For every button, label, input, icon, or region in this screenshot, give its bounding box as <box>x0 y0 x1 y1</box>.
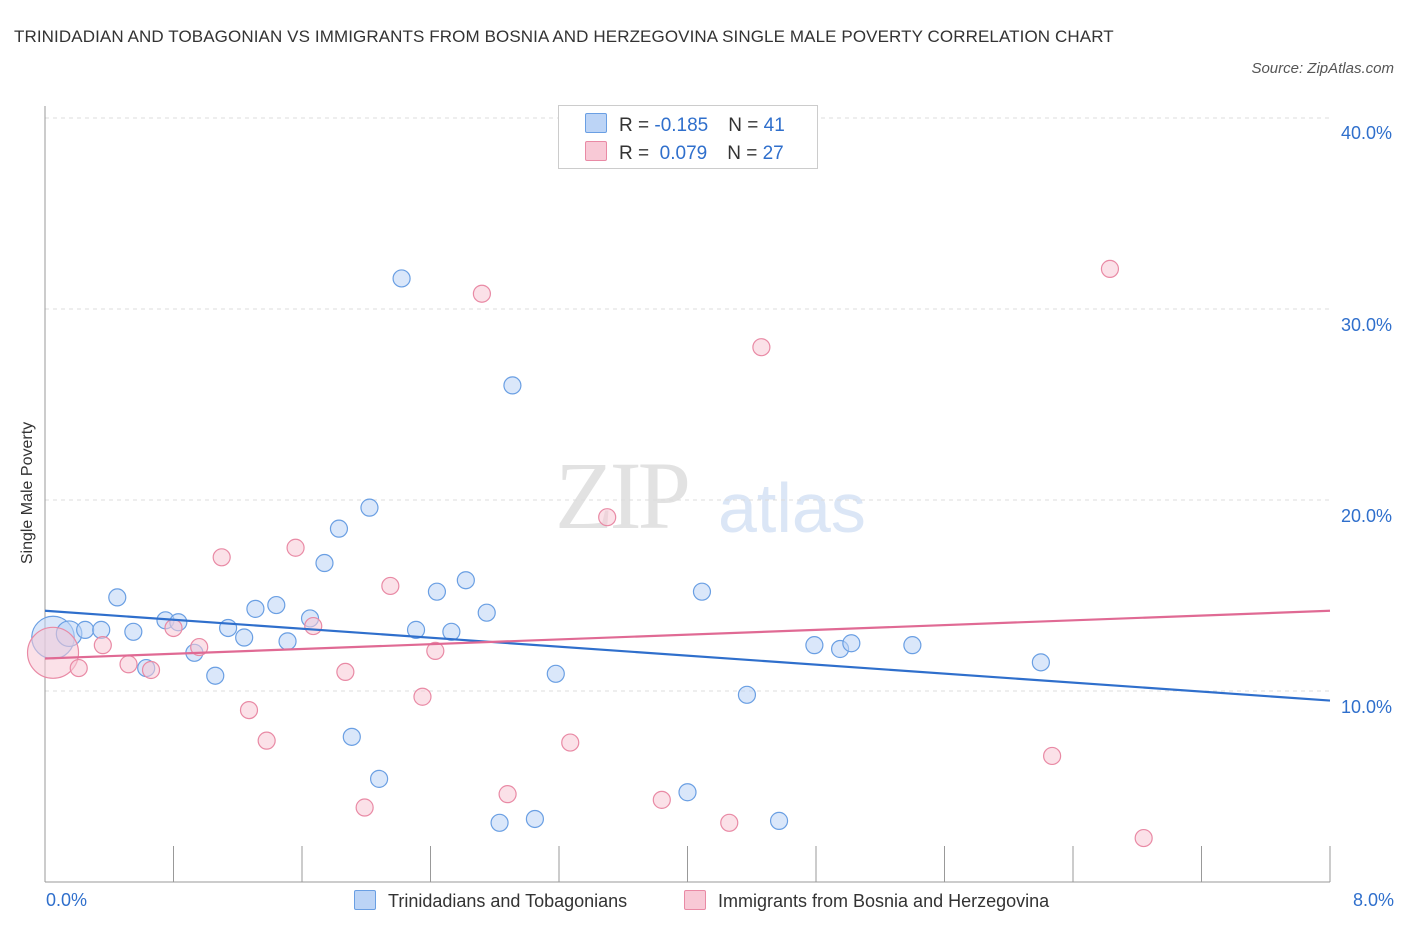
legend-r-value: -0.185 <box>654 115 709 136</box>
data-point-trinidadian <box>503 376 522 395</box>
data-point-bosnian <box>239 700 259 720</box>
blue-square-icon <box>354 890 376 910</box>
data-point-bosnian <box>752 338 771 357</box>
legend-n-value: 27 <box>762 143 784 164</box>
data-point-bosnian <box>720 813 739 832</box>
data-point-bosnian <box>561 733 580 752</box>
source-credit: Source: ZipAtlas.com <box>1251 60 1394 77</box>
data-point-bosnian <box>426 641 445 660</box>
data-point-bosnian <box>164 618 183 638</box>
data-point-bosnian <box>1043 746 1062 766</box>
pink-swatch-icon <box>585 141 607 161</box>
data-point-trinidadian <box>406 620 426 639</box>
x-tick-label-max: 8.0% <box>1352 890 1394 910</box>
data-point-bosnian <box>257 731 276 750</box>
data-point-bosnian <box>652 790 671 809</box>
data-point-trinidadian <box>737 685 757 704</box>
data-point-bosnian <box>413 687 432 706</box>
legend-item-trinidadians: Trinidadians and Tobagonians <box>354 890 627 912</box>
data-point-trinidadian <box>278 632 297 651</box>
series-legend: Trinidadians and Tobagonians Immigrants … <box>0 890 1406 914</box>
legend-item-bosnia: Immigrants from Bosnia and Herzegovina <box>684 890 1049 912</box>
data-point-trinidadian <box>219 618 238 638</box>
data-point-bosnian <box>119 655 138 674</box>
data-point-trinidadian <box>108 588 127 607</box>
data-point-bosnian <box>1134 828 1153 848</box>
data-point-bosnian <box>212 548 231 567</box>
legend-n-value: 41 <box>763 115 785 136</box>
y-tick-label-10: 10.0% <box>1340 697 1392 717</box>
data-point-bosnian <box>190 637 209 657</box>
data-point-trinidadian <box>442 622 461 641</box>
legend-r-label: R = <box>619 115 655 136</box>
watermark-zip: ZIP <box>555 442 691 549</box>
data-point-trinidadian <box>360 498 379 517</box>
legend-r-label: R = <box>619 143 655 164</box>
legend-n-label: N = <box>728 115 764 136</box>
data-point-bosnian <box>141 660 161 680</box>
data-point-bosnian <box>69 658 88 678</box>
watermark-atlas: atlas <box>718 469 866 547</box>
data-point-trinidadian <box>678 783 697 802</box>
data-point-trinidadian <box>206 666 225 685</box>
data-point-trinidadian <box>267 595 286 615</box>
data-point-trinidadian <box>342 727 361 746</box>
chart-title: TRINIDADIAN AND TOBAGONIAN VS IMMIGRANTS… <box>14 27 1114 46</box>
data-point-bosnian <box>472 284 491 303</box>
data-point-bosnian <box>598 508 617 527</box>
data-point-bosnian <box>304 616 323 636</box>
data-point-trinidadian <box>235 628 254 647</box>
trend-line-trinidadian <box>44 609 1331 702</box>
x-tick-label-min: 0.0% <box>46 890 88 910</box>
data-point-bosnian <box>381 576 400 596</box>
data-point-trinidadian <box>329 519 349 538</box>
data-point-bosnian <box>93 636 112 655</box>
data-point-trinidadian <box>427 582 447 601</box>
y-tick-label-20: 20.0% <box>1340 506 1392 526</box>
pink-square-icon <box>684 890 706 910</box>
trend-line-bosnian <box>44 609 1331 660</box>
y-tick-label-30: 30.0% <box>1340 315 1392 335</box>
correlation-legend: R = -0.185 N = 41 R = 0.079 N = 27 <box>558 105 818 169</box>
data-point-bosnian <box>1100 259 1120 278</box>
data-point-bosnian <box>286 538 305 557</box>
data-point-trinidadian <box>477 603 496 622</box>
data-point-trinidadian <box>769 811 789 830</box>
data-point-trinidadian <box>124 622 143 641</box>
data-point-trinidadian <box>456 571 475 590</box>
data-point-trinidadian <box>1031 653 1050 672</box>
data-point-trinidadian <box>246 599 265 618</box>
legend-row-blue: R = -0.185 N = 41 <box>585 113 785 137</box>
data-point-trinidadian <box>805 636 824 655</box>
data-point-trinidadian <box>370 769 389 788</box>
data-point-trinidadian <box>842 634 861 653</box>
data-point-trinidadian <box>490 813 509 832</box>
data-point-trinidadian <box>903 636 922 655</box>
data-point-trinidadian <box>692 582 712 601</box>
legend-row-pink: R = 0.079 N = 27 <box>585 141 784 165</box>
y-tick-label-40: 40.0% <box>1340 123 1392 143</box>
data-point-trinidadian <box>76 620 95 639</box>
data-point-bosnian <box>355 798 374 817</box>
data-point-trinidadian <box>525 809 545 829</box>
legend-r-value: 0.079 <box>654 143 708 164</box>
blue-swatch-icon <box>585 113 607 133</box>
data-point-trinidadian <box>546 664 565 683</box>
data-point-bosnian <box>498 785 517 804</box>
y-axis-label: Single Male Poverty <box>19 421 36 565</box>
data-point-trinidadian <box>92 620 111 639</box>
data-point-trinidadian <box>315 553 334 573</box>
legend-item-label: Immigrants from Bosnia and Herzegovina <box>718 891 1050 911</box>
data-point-trinidadian <box>392 269 411 288</box>
legend-item-label: Trinidadians and Tobagonians <box>388 891 628 911</box>
legend-n-label: N = <box>727 143 763 164</box>
data-point-bosnian <box>336 662 355 682</box>
data-point-bosnian <box>26 626 80 679</box>
